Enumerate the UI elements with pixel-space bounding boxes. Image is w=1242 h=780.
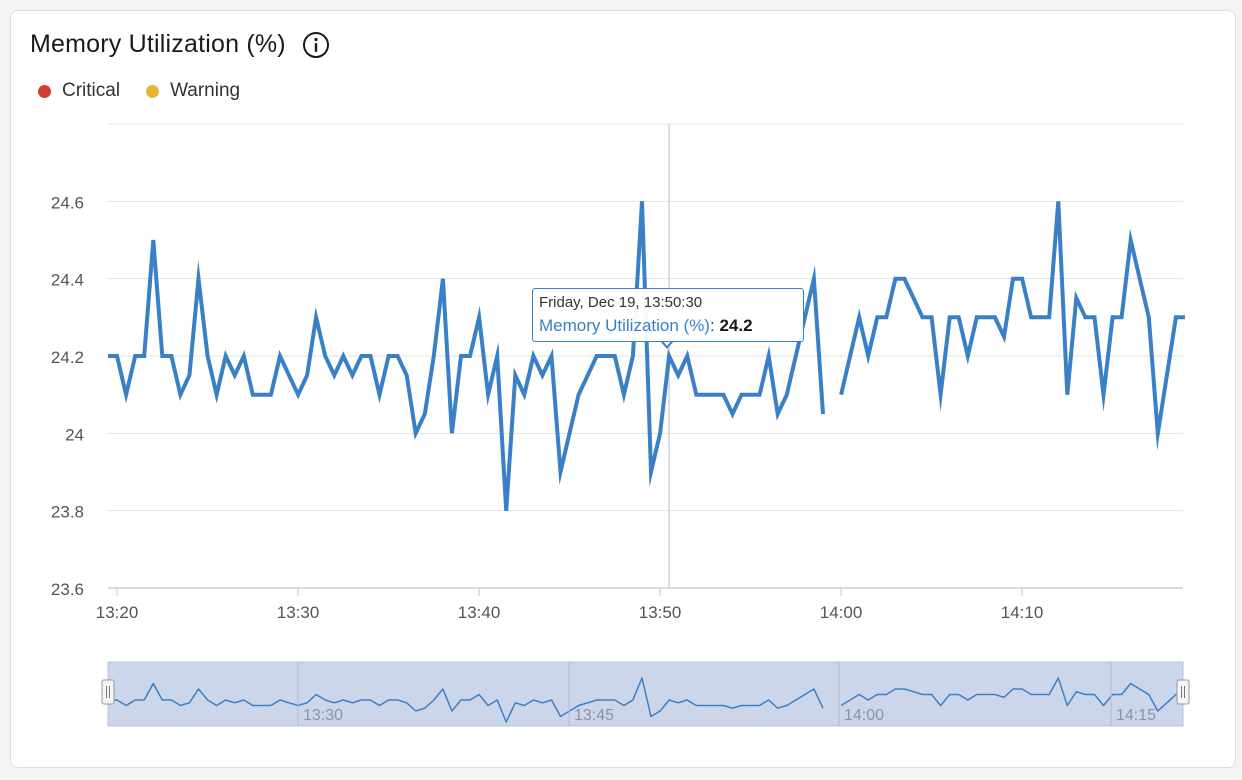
x-tick-label: 14:10: [1001, 603, 1044, 622]
chart-header: Memory Utilization (%): [30, 30, 330, 59]
navigator-tick-label: 13:30: [303, 707, 343, 724]
x-tick-label: 14:00: [820, 603, 863, 622]
tooltip-separator: :: [709, 316, 720, 335]
tooltip-date: Friday, Dec 19, 13:50:30: [539, 294, 703, 311]
tooltip-arrow-inner: [662, 340, 672, 346]
legend-label: Warning: [170, 80, 241, 101]
x-tick-label: 13:40: [458, 603, 501, 622]
y-tick-label: 23.6: [51, 580, 84, 599]
y-tick-label: 23.8: [51, 503, 84, 522]
info-circle-icon[interactable]: [302, 31, 330, 59]
legend-item-critical[interactable]: Critical: [38, 80, 120, 102]
x-tick-label: 13:30: [277, 603, 320, 622]
navigator-tick-label: 14:15: [1116, 707, 1156, 724]
chart-title: Memory Utilization (%): [30, 30, 286, 58]
navigator-left-handle[interactable]: [101, 679, 115, 705]
chart-tooltip: Friday, Dec 19, 13:50:30 Memory Utilizat…: [532, 288, 804, 342]
y-tick-label: 24.2: [51, 348, 84, 367]
series-line[interactable]: [108, 201, 825, 511]
navigator-tick-label: 13:45: [574, 707, 614, 724]
navigator-series-line: [840, 677, 1185, 712]
x-tick-label: 13:20: [96, 603, 139, 622]
tooltip-series-line: Memory Utilization (%): 24.2: [539, 313, 797, 339]
y-tick-label: 24.4: [51, 271, 84, 290]
x-tick-label: 13:50: [639, 603, 682, 622]
navigator-tick-label: 14:00: [844, 707, 884, 724]
critical-dot-icon: [38, 84, 51, 98]
tooltip-value: 24.2: [719, 316, 753, 335]
legend: Critical Warning: [38, 80, 266, 102]
y-tick-label: 24: [65, 425, 84, 444]
series-line[interactable]: [839, 201, 1185, 451]
y-tick-label: 24.6: [51, 193, 84, 212]
tooltip-series-name: Memory Utilization (%): [539, 316, 710, 335]
legend-item-warning[interactable]: Warning: [146, 80, 240, 102]
navigator-series-line: [108, 677, 824, 723]
navigator-right-handle[interactable]: [1176, 679, 1190, 705]
legend-label: Critical: [62, 80, 121, 101]
warning-dot-icon: [146, 84, 160, 98]
